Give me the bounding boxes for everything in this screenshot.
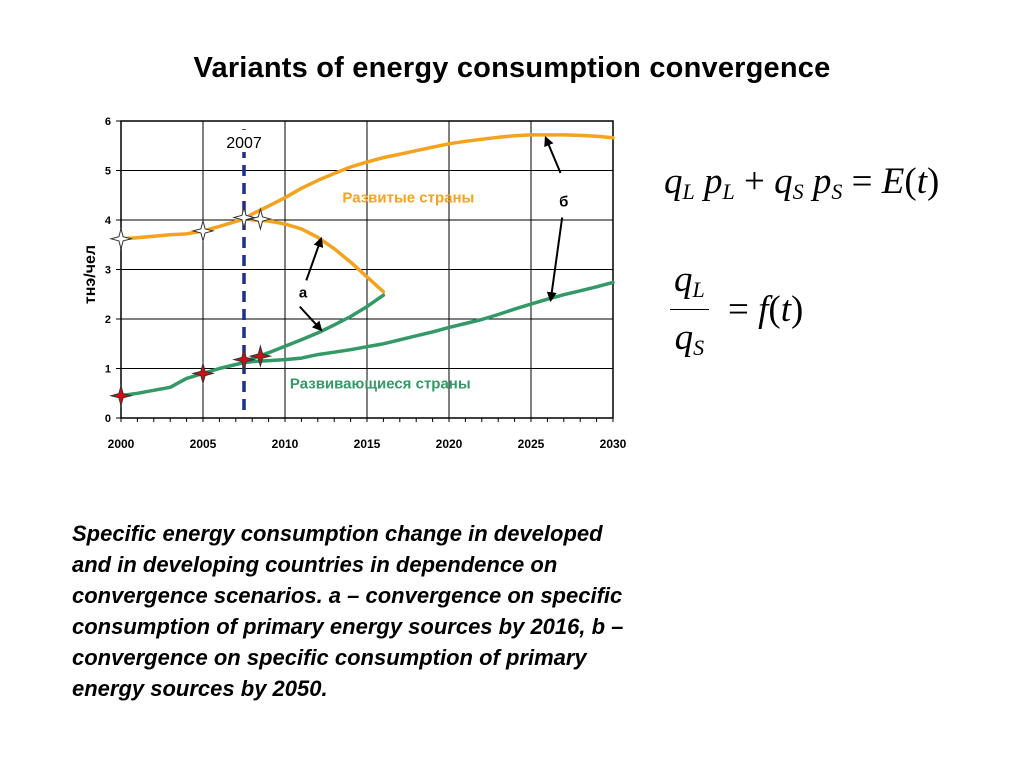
formula-fraction: qL qS [670,258,709,361]
formula-q: q [774,161,793,202]
formula-q: q [674,259,693,300]
formula-energy-balance: qL pL + qS pS = E(t) [664,160,939,205]
fraction-numerator: qL [670,258,709,309]
arrow-a-to-developing [299,305,323,332]
slide-title: Variants of energy consumption convergen… [193,52,831,84]
formula-lparen: ( [768,289,781,330]
y-axis-label: тнэ/чел [82,245,99,304]
x-tick-label: 2000 [108,437,135,451]
label-developed-countries: Развитые страны [342,190,474,207]
red-star-marker [248,344,273,369]
formula-E: E [881,161,905,202]
formula-sub-S: S [792,179,804,204]
y-tick-label: 0 [105,413,111,425]
y-tick-label: 5 [105,166,111,178]
formula-rparen: ) [926,161,940,202]
y-tick-label: 2 [105,314,111,326]
x-tick-label: 2005 [190,437,217,451]
formula-equals: = [851,161,873,202]
formula-t: t [916,161,927,202]
white-star-marker [191,218,215,243]
vertical-marker-label: 2007 [226,135,262,152]
x-tick-label: 2030 [600,437,627,451]
label-a: а [299,285,308,302]
formula-lparen: ( [904,161,917,202]
red-star-marker [109,383,133,408]
formula-sub-L: L [692,277,705,302]
white-star-marker [232,205,256,230]
x-tick-label: 2025 [518,437,545,451]
y-tick-label: 3 [105,265,111,277]
red-star-marker [232,347,256,372]
arrow-b-to-developed [544,135,562,174]
y-tick-label: 6 [105,116,111,128]
figure-caption: Specific energy consumption change in de… [72,521,624,701]
arrow-a-to-developed [305,236,324,281]
formula-q: q [664,161,683,202]
formula-ratio: qL qS = f(t) [670,258,803,361]
formula-q: q [674,317,694,358]
formula-sub-L: L [682,179,695,204]
formula-sub-S: S [831,179,843,204]
formula-equals: = [728,289,749,330]
x-tick-label: 2015 [354,437,381,451]
fraction-denominator: qS [670,309,709,361]
label-developing-countries: Развивающиеся страны [290,375,471,392]
formula-f: f [758,289,769,330]
x-tick-label: 2020 [436,437,463,451]
red-star-marker [191,361,215,386]
formula-sub-L: L [722,179,735,204]
white-star-marker [109,226,133,251]
vertical-marker-label-bg [220,130,268,152]
x-tick-label: 2010 [272,437,299,451]
formula-rhs: = f(t) [728,288,803,331]
formula-p: p [812,161,832,202]
formula-plus: + [744,161,765,202]
white-star-marker [248,207,273,231]
formula-t: t [780,289,792,330]
label-b: б [559,194,568,211]
formula-rparen: ) [791,289,804,330]
y-tick-label: 1 [105,364,111,376]
arrow-b-to-developing [546,217,564,303]
y-tick-label: 4 [105,215,112,227]
plot-border [120,120,614,419]
formula-p: p [704,161,723,202]
formula-sub-S: S [693,335,705,360]
